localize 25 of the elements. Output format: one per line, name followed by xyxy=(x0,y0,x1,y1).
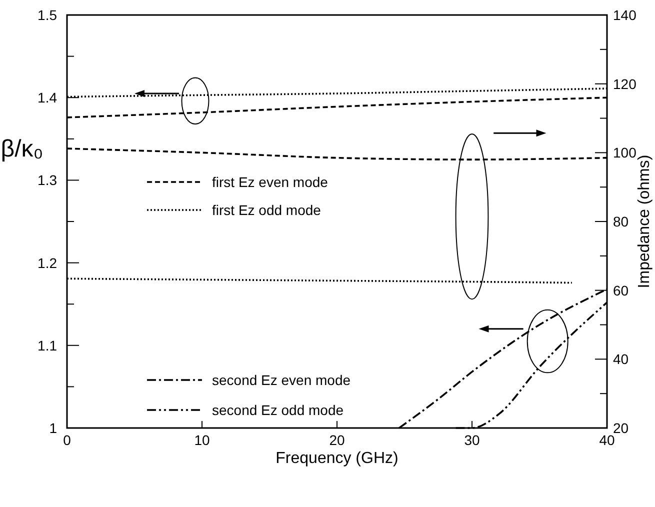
x-tick-label: 40 xyxy=(599,432,615,448)
x-tick-label: 30 xyxy=(464,432,480,448)
y-tick-label: 1 xyxy=(49,420,58,436)
y2-tick-label: 80 xyxy=(613,214,629,230)
y2-tick-label: 120 xyxy=(613,76,637,92)
y2-tick-label: 60 xyxy=(613,282,629,298)
y-tick-label: 1.2 xyxy=(38,254,58,271)
legend-label: second Ez even mode xyxy=(212,372,351,388)
y2-axis-title: Impedance (ohms) xyxy=(636,154,653,288)
y-tick-label: 1.5 xyxy=(38,7,58,23)
y-axis-title: β/κ₀ xyxy=(0,136,44,162)
y2-tick-label: 140 xyxy=(613,7,637,23)
legend-label: first Ez even mode xyxy=(212,174,328,190)
x-tick-label: 10 xyxy=(194,432,210,448)
x-tick-label: 20 xyxy=(329,432,345,448)
legend-label: first Ez odd mode xyxy=(212,202,322,218)
x-tick-label: 0 xyxy=(63,432,72,448)
y2-tick-label: 40 xyxy=(613,351,629,368)
y2-tick-label: 100 xyxy=(613,144,637,161)
y2-tick-label: 20 xyxy=(613,420,629,436)
x-axis-title: Frequency (GHz) xyxy=(276,450,398,467)
y-tick-label: 1.1 xyxy=(38,337,58,354)
y-tick-label: 1.4 xyxy=(38,90,58,106)
legend-label: second Ez odd mode xyxy=(212,402,344,418)
y-tick-label: 1.3 xyxy=(38,172,58,188)
